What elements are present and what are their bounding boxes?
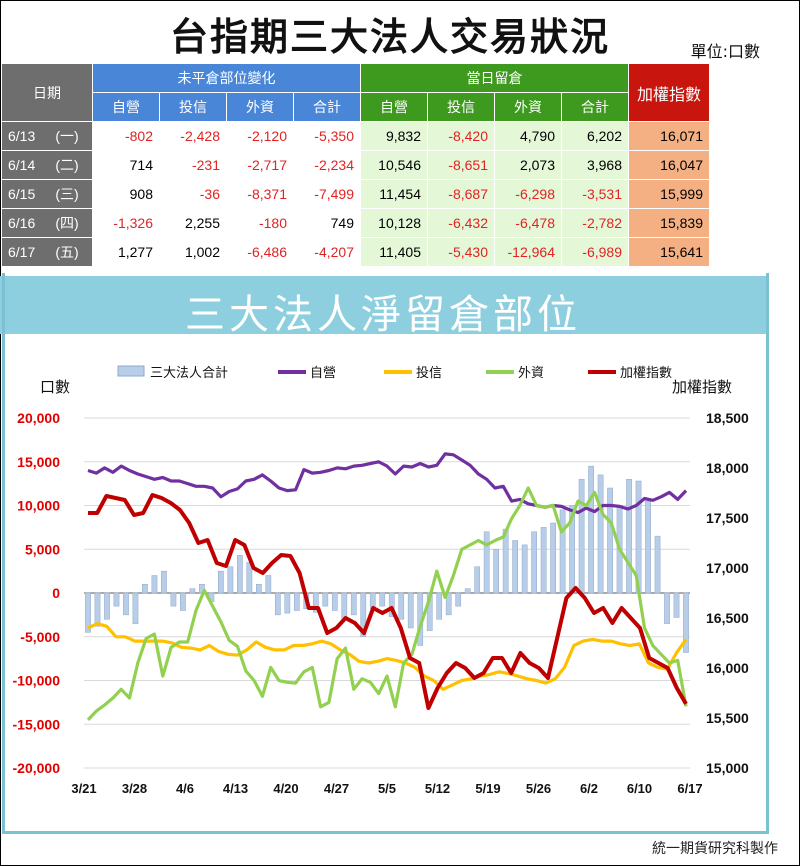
index-cell: 15,999 — [628, 179, 710, 209]
oi-change-cell: -1,326 — [92, 208, 160, 238]
sub-header: 合計 — [293, 92, 361, 122]
index-cell: 16,071 — [628, 121, 710, 151]
day-position-cell: 3,968 — [561, 150, 629, 180]
day-position-cell: -8,651 — [427, 150, 495, 180]
chart-title: 三大法人淨留倉部位 — [185, 292, 581, 338]
row-date: 6/17 — [1, 237, 50, 267]
table-row: 6/13 (一) -802 -2,428 -2,120 -5,350 9,832 -8,420… — [1, 121, 710, 151]
row-date: 6/16 — [1, 208, 50, 238]
day-position-cell: 10,546 — [360, 150, 428, 180]
oi-change-cell: -2,120 — [226, 121, 294, 151]
sub-header: 外資 — [226, 92, 294, 122]
date-header: 日期 — [1, 63, 93, 122]
day-position-cell: -3,531 — [561, 179, 629, 209]
day-position-cell: 2,073 — [494, 150, 562, 180]
sub-header: 投信 — [159, 92, 227, 122]
oi-change-cell: -2,428 — [159, 121, 227, 151]
day-position-cell: 10,128 — [360, 208, 428, 238]
oi-change-cell: -36 — [159, 179, 227, 209]
sub-header: 自營 — [360, 92, 428, 122]
oi-change-cell: -2,234 — [293, 150, 361, 180]
day-position-cell: -12,964 — [494, 237, 562, 267]
day-position-cell: 11,405 — [360, 237, 428, 267]
footer-credit: 統一期貨研究科製作 — [652, 841, 778, 857]
summary-table: 日期 未平倉部位變化 當日留倉 加權指數 自營 投信 外資 合計 自營 投信 外… — [1, 63, 710, 267]
oi-change-cell: -802 — [92, 121, 160, 151]
oi-change-cell: 714 — [92, 150, 160, 180]
chart-panel — [2, 273, 769, 834]
oi-change-cell: -2,717 — [226, 150, 294, 180]
oi-change-cell: -180 — [226, 208, 294, 238]
oi-change-cell: -8,371 — [226, 179, 294, 209]
day-position-cell: 4,790 — [494, 121, 562, 151]
oi-change-cell: -4,207 — [293, 237, 361, 267]
row-weekday: (五) — [49, 237, 94, 267]
day-position-cell: 9,832 — [360, 121, 428, 151]
row-weekday: (二) — [49, 150, 94, 180]
day-position-cell: -8,687 — [427, 179, 495, 209]
oi-change-cell: -231 — [159, 150, 227, 180]
unit-label: 單位:口數 — [690, 42, 760, 61]
oi-change-cell: -5,350 — [293, 121, 361, 151]
oi-change-cell: 2,255 — [159, 208, 227, 238]
row-date: 6/13 — [1, 121, 50, 151]
sub-header: 合計 — [561, 92, 629, 122]
day-position-cell: -6,989 — [561, 237, 629, 267]
sub-header: 自營 — [92, 92, 160, 122]
oi-change-cell: -6,486 — [226, 237, 294, 267]
oi-change-cell: 1,277 — [92, 237, 160, 267]
group-header-day-position: 當日留倉 — [360, 63, 629, 93]
oi-change-cell: 1,002 — [159, 237, 227, 267]
table-row: 6/16 (四) -1,326 2,255 -180 749 10,128 -6,432 -6,… — [1, 208, 710, 238]
sub-header: 投信 — [427, 92, 495, 122]
row-date: 6/14 — [1, 150, 50, 180]
day-position-cell: -6,478 — [494, 208, 562, 238]
page-title: 台指期三大法人交易狀況 — [169, 15, 610, 59]
oi-change-cell: 749 — [293, 208, 361, 238]
oi-change-cell: -7,499 — [293, 179, 361, 209]
table-row: 6/15 (三) 908 -36 -8,371 -7,499 11,454 -8,687 -6,… — [1, 179, 710, 209]
day-position-cell: -6,432 — [427, 208, 495, 238]
index-cell: 15,839 — [628, 208, 710, 238]
index-cell: 15,641 — [628, 237, 710, 267]
day-position-cell: 11,454 — [360, 179, 428, 209]
day-position-cell: -2,782 — [561, 208, 629, 238]
day-position-cell: -8,420 — [427, 121, 495, 151]
day-position-cell: -5,430 — [427, 237, 495, 267]
row-weekday: (四) — [49, 208, 94, 238]
group-header-oi-change: 未平倉部位變化 — [92, 63, 361, 93]
index-cell: 16,047 — [628, 150, 710, 180]
chart-title-bar — [0, 276, 766, 334]
sub-header: 外資 — [494, 92, 562, 122]
row-date: 6/15 — [1, 179, 50, 209]
row-weekday: (一) — [49, 121, 94, 151]
oi-change-cell: 908 — [92, 179, 160, 209]
table-row: 6/17 (五) 1,277 1,002 -6,486 -4,207 11,405 -5,43… — [1, 237, 710, 267]
table-row: 6/14 (二) 714 -231 -2,717 -2,234 10,546 -8,651 2,… — [1, 150, 710, 180]
row-weekday: (三) — [49, 179, 94, 209]
day-position-cell: 6,202 — [561, 121, 629, 151]
index-header: 加權指數 — [628, 63, 710, 122]
day-position-cell: -6,298 — [494, 179, 562, 209]
